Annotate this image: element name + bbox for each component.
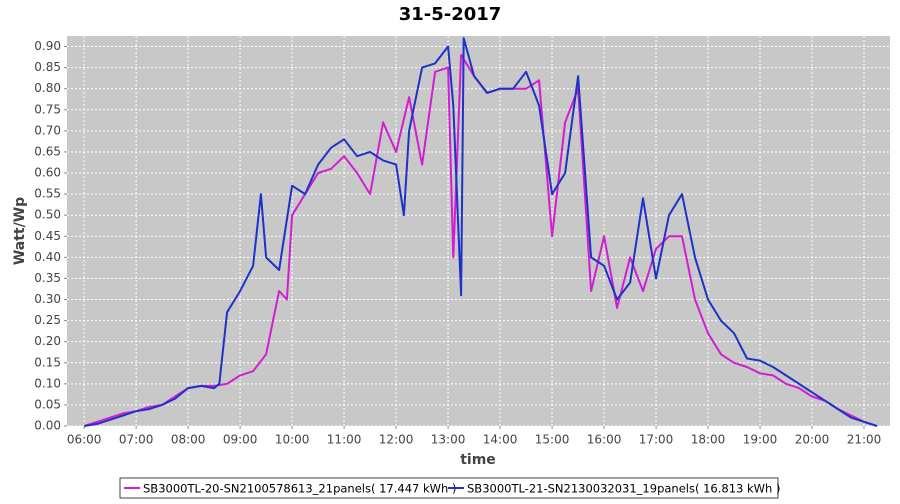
x-tick-label: 16:00 xyxy=(587,433,622,447)
plot-area xyxy=(67,36,890,426)
y-axis-label: Watt/Wp xyxy=(12,197,28,265)
x-tick-label: 10:00 xyxy=(275,433,310,447)
x-tick-label: 11:00 xyxy=(327,433,362,447)
y-tick-label: 0.10 xyxy=(34,376,61,390)
y-tick-label: 0.05 xyxy=(34,397,61,411)
x-tick-label: 19:00 xyxy=(743,433,778,447)
series-line xyxy=(84,37,878,427)
y-tick-label: 0.35 xyxy=(34,271,61,285)
x-tick-label: 12:00 xyxy=(379,433,414,447)
legend-label: SB3000TL-20-SN2100578613_21panels( 17.44… xyxy=(143,482,456,496)
y-tick-label: 0.85 xyxy=(34,60,61,74)
x-tick-label: 21:00 xyxy=(847,433,882,447)
x-tick-label: 14:00 xyxy=(483,433,518,447)
x-tick-label: 20:00 xyxy=(795,433,830,447)
y-tick-label: 0.50 xyxy=(34,208,61,222)
x-tick-label: 06:00 xyxy=(67,433,102,447)
y-tick-label: 0.55 xyxy=(34,187,61,201)
series-line xyxy=(83,54,878,427)
x-tick-label: 18:00 xyxy=(691,433,726,447)
x-axis-label: time xyxy=(460,452,496,468)
y-tick-label: 0.80 xyxy=(34,81,61,95)
x-tick-label: 08:00 xyxy=(171,433,206,447)
x-tick-label: 13:00 xyxy=(431,433,466,447)
y-tick-label: 0.90 xyxy=(34,39,61,53)
y-tick-label: 0.30 xyxy=(34,292,61,306)
x-tick-label: 09:00 xyxy=(223,433,258,447)
y-tick-label: 0.65 xyxy=(34,144,61,158)
y-tick-label: 0.75 xyxy=(34,102,61,116)
x-tick-label: 07:00 xyxy=(119,433,154,447)
y-tick-label: 0.25 xyxy=(34,313,61,327)
x-tick-label: 17:00 xyxy=(639,433,674,447)
y-tick-label: 0.40 xyxy=(34,250,61,264)
legend-label: SB3000TL-21-SN2130032031_19panels( 16.81… xyxy=(467,482,780,496)
y-tick-label: 0.70 xyxy=(34,123,61,137)
y-tick-label: 0.60 xyxy=(34,166,61,180)
y-tick-label: 0.15 xyxy=(34,355,61,369)
x-tick-label: 15:00 xyxy=(535,433,570,447)
chart-title: 31-5-2017 xyxy=(399,4,502,25)
y-tick-label: 0.20 xyxy=(34,334,61,348)
y-tick-label: 0.45 xyxy=(34,229,61,243)
y-tick-label: 0.00 xyxy=(34,419,61,433)
lines xyxy=(83,37,878,427)
